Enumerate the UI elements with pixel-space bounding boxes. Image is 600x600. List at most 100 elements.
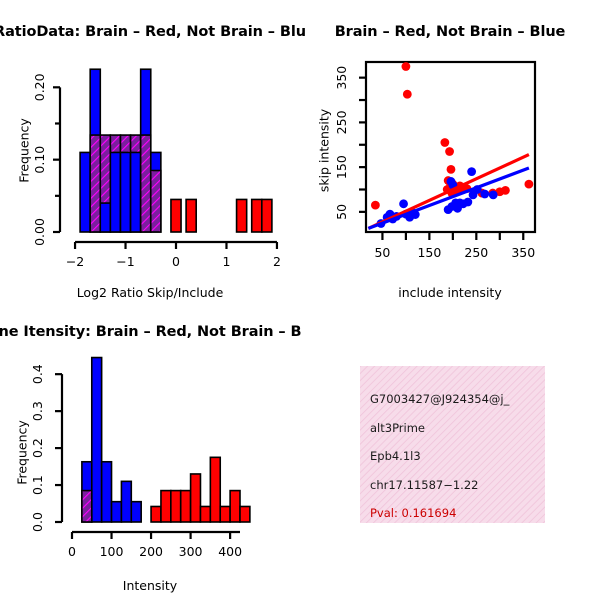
scatter-point-notbrain [480, 189, 490, 199]
intensity-ytick-label: 0.1 [30, 475, 45, 495]
scatter-xtick-label: 150 [417, 245, 441, 260]
intensity-xtick-label: 100 [100, 544, 124, 559]
ratio-histogram-title: RatioData: Brain – Red, Not Brain – Blu [0, 24, 306, 40]
infobox-hatch-background [360, 366, 545, 523]
scatter-xaxis-label: include intensity [398, 285, 502, 300]
intensity-bar-brain [160, 489, 172, 523]
intensity-bar-brain [150, 505, 162, 523]
intensity-xtick-label: 300 [179, 544, 203, 559]
intensity-bar-brain [199, 505, 212, 523]
intensity-xtick-label: 200 [139, 544, 163, 559]
scatter-xtick-label: 350 [511, 245, 535, 260]
intensity-bar-notbrain [90, 356, 103, 523]
ratio-ytick-label: 0.00 [32, 218, 47, 246]
gene-info-box: G7003427@J924354@j_ alt3Prime Epb4.1l3 c… [360, 366, 545, 523]
intensity-xtick-label: 400 [218, 544, 242, 559]
ratio-bar-brain [235, 198, 248, 233]
ratio-xaxis-label: Log2 Ratio Skip/Include [76, 285, 224, 300]
info-line-pval: Pval: 0.161694 [370, 506, 457, 520]
intensity-xtick-label: 0 [68, 544, 76, 559]
info-panel: G7003427@J924354@j_ alt3Prime Epb4.1l3 c… [300, 310, 600, 600]
scatter-data-layer [367, 62, 534, 230]
ratio-histogram-canvas: 0.00 0.10 0.20 −2 −1 0 1 2 [32, 68, 281, 269]
scatter-point-notbrain [399, 199, 408, 209]
info-line-event-type: alt3Prime [370, 420, 426, 435]
ratio-xtick-label: −1 [116, 254, 134, 269]
scatter-point-brain [446, 164, 456, 174]
scatter-ytick-label: 150 [334, 155, 349, 179]
intensity-histogram-panel: ne Itensity: Brain – Red, Not Brain – B … [0, 310, 302, 600]
scatter-fitline-brain [367, 153, 530, 230]
ratio-ytick-label: 0.20 [32, 73, 47, 101]
ratio-bar-brain [250, 198, 263, 233]
ratio-bar-notbrain [109, 151, 122, 233]
intensity-plot-area: 0.0 0.1 0.2 0.3 0.4 0 100 200 300 400 [30, 356, 251, 559]
info-line-probeset: G7003427@J924354@j_ [370, 392, 510, 406]
ratio-xtick-label: 0 [172, 254, 180, 269]
scatter-point-brain [445, 147, 454, 156]
scatter-point-brain [402, 89, 412, 99]
scatter-ytick-label: 250 [334, 110, 349, 134]
scatter-point-notbrain [443, 205, 453, 215]
ratio-bar-overlap [89, 134, 102, 233]
ratio-bar-notbrain [99, 202, 112, 233]
ratio-bar-overlap [139, 134, 152, 233]
ratio-bar-notbrain [129, 151, 142, 233]
ratio-ytick-label: 0.10 [32, 146, 47, 174]
intensity-bar-notbrain [110, 500, 123, 523]
ratio-xtick-label: 1 [222, 254, 230, 269]
intensity-bar-brain [179, 489, 192, 523]
info-line-locus: chr17.11587−1.22 [370, 477, 479, 492]
scatter-point-notbrain [467, 167, 477, 177]
intensity-bar-overlap [81, 489, 93, 523]
scatter-point-brain [524, 179, 534, 189]
intensity-ytick-label: 0.4 [30, 364, 45, 384]
ratio-bar-brain [170, 198, 182, 233]
intensity-yaxis-label: Frequency [14, 420, 30, 485]
info-line-gene-symbol: Epb4.1l3 [370, 449, 421, 463]
scatter-plot-area: 50 150 250 350 50 150 250 350 [334, 60, 537, 260]
scatter-point-brain [401, 62, 411, 71]
ratio-bar-brain [185, 198, 197, 233]
scatter-point-notbrain [488, 190, 498, 200]
intensity-ytick-label: 0.2 [30, 438, 45, 458]
intensity-bar-notbrain [120, 480, 133, 523]
intensity-bar-brain [170, 489, 182, 523]
scatter-xtick-label: 50 [374, 245, 390, 260]
scatter-ytick-label: 350 [334, 66, 349, 90]
intensity-bar-brain [219, 505, 231, 523]
scatter-fitline-notbrain [367, 166, 530, 230]
scatter-xtick-label: 250 [464, 245, 488, 260]
intensity-bar-brain [189, 473, 202, 523]
scatter-title: Brain – Red, Not Brain – Blue [334, 24, 566, 40]
scatter-point-brain [370, 200, 380, 210]
scatter-frame [364, 60, 537, 234]
ratio-yaxis-label: Frequency [16, 118, 32, 183]
intensity-bar-notbrain [100, 460, 113, 523]
scatter-canvas: 50 150 250 350 50 150 250 350 [334, 60, 537, 260]
scatter-panel: Brain – Red, Not Brain – Blue 50 150 250 35… [300, 0, 600, 310]
intensity-bar-brain [209, 456, 222, 523]
intensity-xaxis-label: Intensity [122, 578, 178, 593]
ratio-xtick-label: 2 [273, 254, 281, 269]
scatter-ytick-label: 50 [334, 204, 349, 220]
intensity-ytick-label: 0.3 [30, 401, 45, 421]
scatter-point-notbrain [453, 203, 462, 213]
ratio-histogram-panel: RatioData: Brain – Red, Not Brain – Blu … [0, 0, 306, 310]
intensity-bar-notbrain [130, 500, 142, 523]
ratio-bar-notbrain [119, 151, 132, 233]
ratio-bar-notbrain [79, 151, 91, 233]
scatter-point-notbrain [463, 197, 473, 207]
ratio-bar-overlap [149, 169, 162, 233]
intensity-bar-brain [229, 489, 241, 523]
scatter-point-brain [501, 185, 510, 195]
gene-info-lines: G7003427@J924354@j_ alt3Prime Epb4.1l3 c… [360, 366, 545, 523]
ratio-bar-brain [261, 198, 273, 233]
intensity-bar-brain [239, 505, 251, 523]
scatter-point-brain [440, 138, 450, 147]
intensity-histogram-canvas: 0.0 0.1 0.2 0.3 0.4 0 100 200 300 400 [30, 356, 251, 559]
intensity-histogram-title: ne Itensity: Brain – Red, Not Brain – B [0, 324, 302, 340]
scatter-yaxis-label: skip intensity [316, 108, 332, 193]
ratio-xtick-label: −2 [66, 254, 84, 269]
intensity-ytick-label: 0.0 [30, 512, 45, 532]
